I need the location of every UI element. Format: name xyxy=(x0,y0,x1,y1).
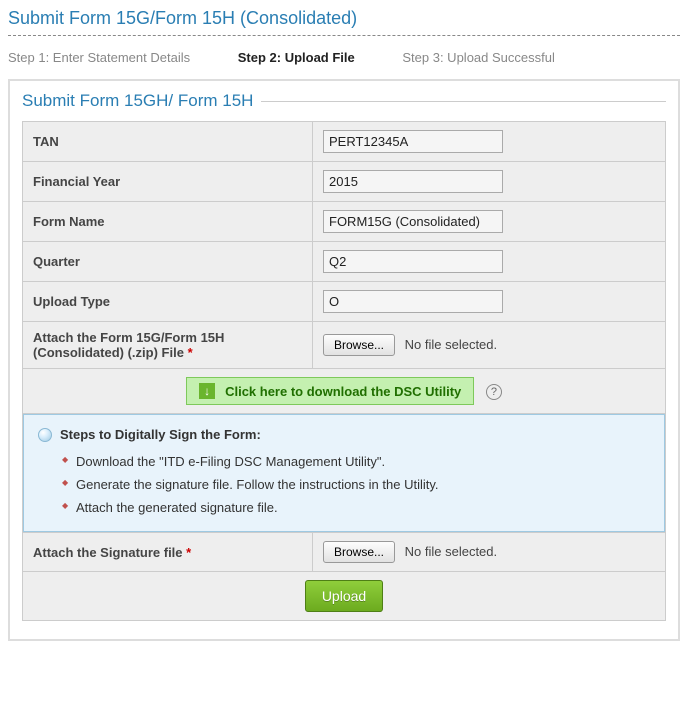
step-1: Step 1: Enter Statement Details xyxy=(8,50,190,65)
formname-label: Form Name xyxy=(23,202,313,242)
sig-no-file-text: No file selected. xyxy=(405,544,498,559)
dsc-link-text: Click here to download the DSC Utility xyxy=(225,384,461,399)
info-steps-list: Download the "ITD e-Filing DSC Managemen… xyxy=(62,450,650,519)
info-step: Generate the signature file. Follow the … xyxy=(62,473,650,496)
required-mark: * xyxy=(186,545,191,560)
info-title-text: Steps to Digitally Sign the Form: xyxy=(60,427,261,442)
attach-sig-label: Attach the Signature file * xyxy=(23,533,313,572)
info-box: Steps to Digitally Sign the Form: Downlo… xyxy=(23,414,665,532)
quarter-label: Quarter xyxy=(23,242,313,282)
info-step: Attach the generated signature file. xyxy=(62,496,650,519)
tan-label: TAN xyxy=(23,122,313,162)
step-2: Step 2: Upload File xyxy=(238,50,355,65)
required-mark: * xyxy=(188,345,193,360)
uploadtype-label: Upload Type xyxy=(23,282,313,322)
wizard-steps: Step 1: Enter Statement Details Step 2: … xyxy=(8,50,680,65)
page-title: Submit Form 15G/Form 15H (Consolidated) xyxy=(8,8,680,36)
browse-sig-button[interactable]: Browse... xyxy=(323,541,395,563)
lightbulb-icon xyxy=(38,428,52,442)
attach-sig-label-text: Attach the Signature file xyxy=(33,545,183,560)
formname-input[interactable] xyxy=(323,210,503,233)
attach-zip-label-text: Attach the Form 15G/Form 15H (Consolidat… xyxy=(33,330,224,360)
fieldset-title: Submit Form 15GH/ Form 15H xyxy=(22,91,666,111)
fy-label: Financial Year xyxy=(23,162,313,202)
fieldset-title-text: Submit Form 15GH/ Form 15H xyxy=(22,91,253,111)
zip-no-file-text: No file selected. xyxy=(405,337,498,352)
quarter-input[interactable] xyxy=(323,250,503,273)
download-dsc-utility-link[interactable]: ↓ Click here to download the DSC Utility xyxy=(186,377,474,405)
info-title: Steps to Digitally Sign the Form: xyxy=(38,427,650,442)
attach-zip-label: Attach the Form 15G/Form 15H (Consolidat… xyxy=(23,322,313,369)
form-table: TAN Financial Year Form Name Quarter Upl… xyxy=(22,121,666,621)
help-icon[interactable]: ? xyxy=(486,384,502,400)
info-step: Download the "ITD e-Filing DSC Managemen… xyxy=(62,450,650,473)
fy-input[interactable] xyxy=(323,170,503,193)
browse-zip-button[interactable]: Browse... xyxy=(323,334,395,356)
tan-input[interactable] xyxy=(323,130,503,153)
step-3: Step 3: Upload Successful xyxy=(402,50,554,65)
uploadtype-input[interactable] xyxy=(323,290,503,313)
divider xyxy=(261,101,666,102)
download-icon: ↓ xyxy=(199,383,215,399)
upload-button[interactable]: Upload xyxy=(305,580,383,612)
form-panel: Submit Form 15GH/ Form 15H TAN Financial… xyxy=(8,79,680,641)
